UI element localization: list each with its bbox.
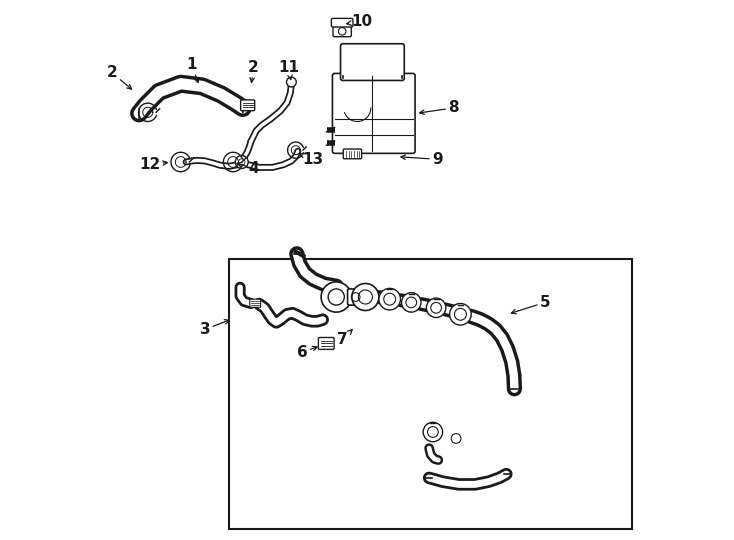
Circle shape [286, 77, 297, 87]
Text: 7: 7 [338, 329, 352, 347]
Circle shape [352, 284, 379, 310]
Text: 11: 11 [278, 60, 299, 79]
Bar [229, 259, 631, 529]
Text: 10: 10 [347, 14, 372, 29]
Text: 3: 3 [200, 320, 229, 337]
Circle shape [450, 303, 471, 325]
FancyBboxPatch shape [250, 299, 261, 307]
Circle shape [424, 422, 443, 442]
Text: 8: 8 [420, 100, 459, 116]
FancyBboxPatch shape [241, 100, 255, 111]
Text: 9: 9 [401, 152, 443, 167]
Circle shape [235, 156, 248, 168]
Text: 2: 2 [248, 60, 259, 82]
Circle shape [426, 298, 446, 318]
Circle shape [379, 288, 401, 310]
Text: 5: 5 [512, 295, 550, 314]
Text: 6: 6 [297, 345, 317, 360]
Text: 13: 13 [299, 152, 324, 167]
Text: 4: 4 [237, 161, 259, 176]
Circle shape [321, 282, 352, 312]
Text: 12: 12 [139, 157, 167, 172]
FancyBboxPatch shape [341, 44, 404, 80]
FancyBboxPatch shape [331, 18, 353, 27]
FancyBboxPatch shape [344, 149, 362, 159]
FancyBboxPatch shape [348, 289, 364, 305]
FancyBboxPatch shape [333, 23, 352, 37]
FancyBboxPatch shape [333, 73, 415, 153]
FancyBboxPatch shape [319, 338, 334, 349]
Text: 2: 2 [106, 65, 131, 89]
Text: 1: 1 [186, 57, 199, 83]
Circle shape [401, 293, 421, 312]
Circle shape [451, 434, 461, 443]
